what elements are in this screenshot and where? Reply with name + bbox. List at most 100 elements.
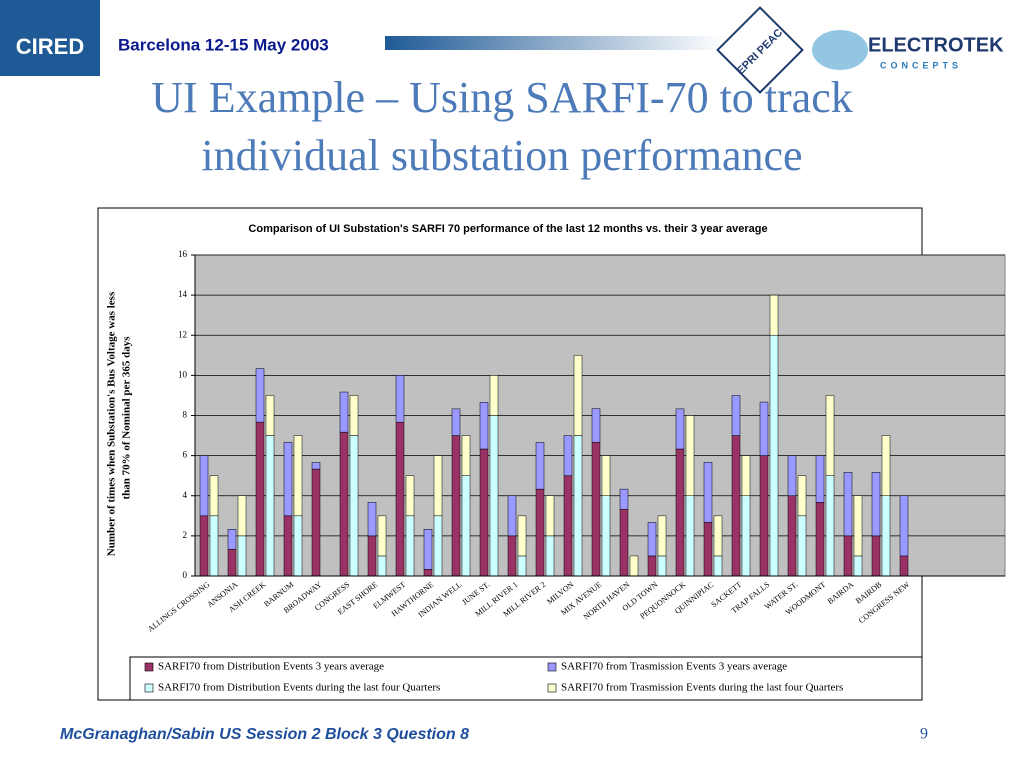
bar-segment xyxy=(815,455,825,503)
bar-segment xyxy=(479,402,489,450)
y-tick-label: 8 xyxy=(183,410,188,420)
bar-segment xyxy=(283,441,293,517)
legend-swatch xyxy=(144,683,154,693)
bar-segment xyxy=(209,515,219,577)
bar-segment xyxy=(647,522,657,557)
logo-text: CIRED xyxy=(16,34,84,59)
bar-segment xyxy=(535,488,545,577)
slide-title: individual substation performance xyxy=(201,131,802,180)
y-tick-label: 10 xyxy=(178,369,188,379)
bar-segment xyxy=(843,535,853,577)
legend-swatch xyxy=(547,683,557,693)
bar-segment xyxy=(759,401,769,456)
bar-segment xyxy=(339,431,349,577)
bar-segment xyxy=(685,495,695,577)
logo-globe xyxy=(812,30,868,70)
bar-segment xyxy=(619,508,629,577)
y-tick-label: 12 xyxy=(178,329,187,339)
bar-segment xyxy=(423,569,433,577)
bar-segment xyxy=(797,515,807,577)
bar-segment xyxy=(423,529,433,570)
bar-segment xyxy=(657,515,667,557)
bar-segment xyxy=(489,375,499,416)
bar-segment xyxy=(517,555,527,577)
bar-segment xyxy=(797,475,807,517)
y-axis-label: than 70% of Nominal per 365 days xyxy=(121,336,133,500)
bar-segment xyxy=(405,475,415,517)
bar-segment xyxy=(283,515,293,577)
bar-segment xyxy=(377,555,387,577)
bar-segment xyxy=(339,391,349,433)
bar-segment xyxy=(815,502,825,577)
bar-segment xyxy=(507,535,517,577)
bar-segment xyxy=(237,495,247,537)
legend-label: SARFI70 from Trasmission Events 3 years … xyxy=(561,661,787,673)
logo-box xyxy=(0,0,100,76)
footer: McGranaghan/Sabin US Session 2 Block 3 Q… xyxy=(60,726,469,743)
bar-segment xyxy=(227,529,237,550)
y-tick-label: 6 xyxy=(183,450,188,460)
bar-segment xyxy=(703,461,713,523)
bar-segment xyxy=(349,435,359,577)
chart-title: Comparison of UI Substation's SARFI 70 p… xyxy=(248,223,767,235)
legend xyxy=(129,656,923,701)
bar-segment xyxy=(713,515,723,557)
bar-segment xyxy=(433,515,443,577)
y-tick-label: 16 xyxy=(178,249,188,259)
bar-segment xyxy=(489,415,499,577)
bar-segment xyxy=(311,462,321,470)
bar-segment xyxy=(545,535,555,577)
page-number: 9 xyxy=(920,726,928,743)
legend-label: SARFI70 from Distribution Events 3 years… xyxy=(158,661,384,673)
bar-segment xyxy=(703,522,713,577)
bar-segment xyxy=(293,515,303,577)
bar-segment xyxy=(769,294,779,336)
bar-segment xyxy=(199,515,209,577)
legend-label: SARFI70 from Trasmission Events during t… xyxy=(561,682,843,694)
bar-segment xyxy=(601,455,611,496)
header-bar xyxy=(385,36,725,50)
y-tick-label: 2 xyxy=(183,530,188,540)
bar-segment xyxy=(507,495,517,537)
bar-segment xyxy=(741,495,751,577)
bar-segment xyxy=(601,495,611,577)
bar-segment xyxy=(461,475,471,577)
bar-segment xyxy=(461,435,471,476)
legend-swatch xyxy=(144,662,154,672)
y-tick-label: 14 xyxy=(178,289,188,299)
bar-segment xyxy=(787,495,797,577)
bar-segment xyxy=(713,555,723,577)
event: Barcelona 12-15 May 2003 xyxy=(118,35,329,54)
bar-segment xyxy=(433,455,443,517)
bar-segment xyxy=(731,435,741,577)
y-tick-label: 4 xyxy=(183,490,188,500)
logo-diamond xyxy=(716,6,804,94)
bar-segment xyxy=(853,495,863,557)
slide-title: UI Example – Using SARFI-70 to track xyxy=(151,73,852,122)
bar-segment xyxy=(227,549,237,577)
logo-text: ELECTROTEK xyxy=(868,34,1004,56)
bar-segment xyxy=(405,515,415,577)
bar-segment xyxy=(731,395,741,436)
bar-segment xyxy=(349,395,359,436)
bar-segment xyxy=(451,408,461,436)
bar-segment xyxy=(899,555,909,577)
bar-segment xyxy=(451,435,461,577)
bar-segment xyxy=(591,441,601,577)
bar-segment xyxy=(265,395,275,436)
bar-segment xyxy=(759,455,769,577)
bar-segment xyxy=(825,395,835,476)
bar-segment xyxy=(647,555,657,577)
bar-segment xyxy=(265,435,275,577)
bar-segment xyxy=(619,488,629,510)
bar-segment xyxy=(563,435,573,476)
bar-segment xyxy=(899,495,909,557)
y-axis-label: Number of times when Substation's Bus Vo… xyxy=(106,291,118,556)
bar-segment xyxy=(255,368,265,423)
bar-segment xyxy=(573,355,583,436)
bar-segment xyxy=(741,455,751,496)
bar-segment xyxy=(563,475,573,577)
bar-segment xyxy=(517,515,527,557)
bar-segment xyxy=(675,448,685,577)
